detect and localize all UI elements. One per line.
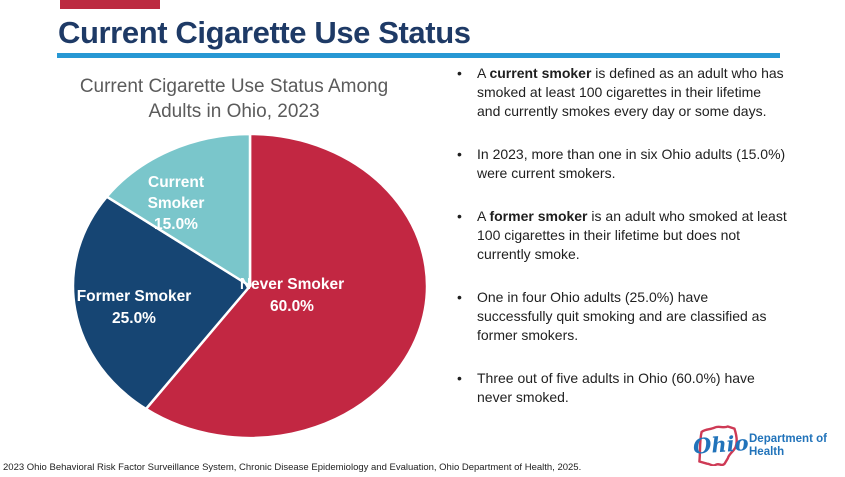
bullet-list: A current smoker is defined as an adult … (455, 64, 787, 431)
dept-line-1: Department of (749, 433, 827, 445)
chart-title: Current Cigarette Use Status Among Adult… (54, 74, 414, 124)
chart-title-line-2: Adults in Ohio, 2023 (148, 101, 320, 122)
department-of-health-label: Department of Health (749, 433, 827, 459)
accent-bar (60, 0, 160, 9)
title-underline (57, 53, 780, 58)
pie-label-former-smoker: Former Smoker 25.0% (77, 288, 192, 327)
bullet-item: Three out of five adults in Ohio (60.0%)… (455, 369, 787, 407)
odh-logo: Ohio Department of Health (692, 421, 833, 471)
ohio-script-text: Ohio (692, 429, 750, 459)
pie-slice-current-smoker (105, 132, 252, 288)
chart-title-line-1: Current Cigarette Use Status Among (79, 76, 389, 97)
bullet-item: A current smoker is defined as an adult … (455, 64, 787, 121)
bullet-item: One in four Ohio adults (25.0%) have suc… (455, 288, 787, 345)
bullet-item: In 2023, more than one in six Ohio adult… (455, 145, 787, 183)
pie-label-never-smoker: Never Smoker 60.0% (240, 276, 344, 315)
pie-slice-never-smoker (144, 132, 429, 440)
dept-line-2: Health (749, 446, 785, 458)
bullet-item: A former smoker is an adult who smoked a… (455, 207, 787, 264)
source-citation: 2023 Ohio Behavioral Risk Factor Surveil… (3, 462, 582, 473)
ohio-state-outline-icon (698, 425, 738, 466)
pie-slice-former-smoker (71, 195, 252, 411)
pie-chart: Never Smoker 60.0% Former Smoker 25.0% Curre… (71, 132, 429, 440)
page-title: Current Cigarette Use Status (58, 15, 471, 50)
pie-label-current-smoker: Current Smoker 15.0% (148, 174, 205, 233)
